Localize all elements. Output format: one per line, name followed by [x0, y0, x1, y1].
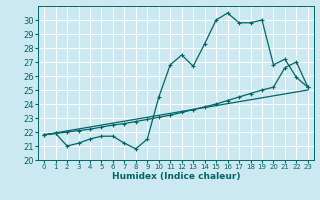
X-axis label: Humidex (Indice chaleur): Humidex (Indice chaleur)	[112, 172, 240, 181]
